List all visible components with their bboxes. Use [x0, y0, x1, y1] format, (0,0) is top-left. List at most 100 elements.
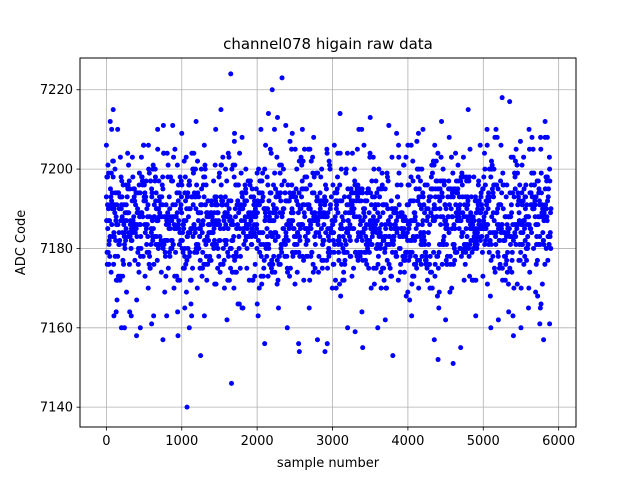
data-point	[180, 249, 186, 255]
data-point	[179, 210, 185, 216]
data-point	[164, 150, 170, 156]
data-point	[259, 178, 265, 184]
data-point	[366, 210, 372, 216]
data-point	[480, 186, 486, 192]
data-point	[135, 261, 141, 267]
data-point	[514, 281, 520, 287]
data-point	[412, 238, 418, 244]
data-point	[342, 261, 348, 267]
data-point	[265, 273, 271, 279]
data-point	[443, 317, 449, 323]
data-point	[198, 210, 204, 216]
data-point	[528, 226, 534, 232]
data-point	[327, 166, 333, 172]
data-point	[237, 150, 243, 156]
data-point	[401, 162, 407, 168]
data-point	[431, 337, 437, 343]
data-point	[164, 214, 170, 220]
data-point	[428, 174, 434, 180]
data-point	[473, 210, 479, 216]
data-point	[121, 241, 127, 247]
data-point	[538, 134, 544, 140]
data-point	[221, 218, 227, 224]
data-point	[139, 174, 145, 180]
data-point	[271, 218, 277, 224]
data-point	[400, 230, 406, 236]
data-point	[289, 182, 295, 188]
data-point	[337, 150, 343, 156]
data-point	[406, 182, 412, 188]
data-point	[337, 182, 343, 188]
data-point	[441, 178, 447, 184]
data-point	[182, 305, 188, 311]
data-point	[207, 253, 213, 259]
data-point	[539, 281, 545, 287]
data-point	[305, 230, 311, 236]
data-point	[192, 226, 198, 232]
data-point	[265, 182, 271, 188]
data-point	[526, 305, 532, 311]
data-point	[448, 154, 454, 160]
data-point	[387, 265, 393, 271]
data-point	[435, 265, 441, 271]
data-point	[218, 107, 224, 113]
data-point	[544, 134, 550, 140]
data-point	[150, 226, 156, 232]
data-point	[334, 190, 340, 196]
data-point	[488, 158, 494, 164]
data-point	[136, 170, 142, 176]
data-point	[281, 206, 287, 212]
data-point	[144, 222, 150, 228]
data-point	[537, 321, 543, 327]
data-point	[433, 158, 439, 164]
data-point	[216, 174, 222, 180]
data-point	[330, 222, 336, 228]
data-point	[184, 194, 190, 200]
data-point	[151, 261, 157, 267]
data-point	[341, 277, 347, 283]
data-point	[393, 249, 399, 255]
data-point	[334, 174, 340, 180]
data-point	[505, 281, 511, 287]
data-point	[183, 218, 189, 224]
data-point	[516, 218, 522, 224]
data-point	[144, 241, 150, 247]
data-point	[401, 226, 407, 232]
data-point	[522, 238, 528, 244]
data-point	[509, 269, 515, 275]
x-tick-label: 1000	[165, 434, 198, 449]
data-point	[162, 253, 168, 259]
data-point	[296, 341, 302, 347]
data-point	[533, 261, 539, 267]
data-point	[258, 253, 264, 259]
data-point	[393, 210, 399, 216]
data-point	[372, 194, 378, 200]
data-point	[107, 186, 113, 192]
data-point	[421, 234, 427, 240]
data-point	[317, 190, 323, 196]
data-point	[144, 206, 150, 212]
data-point	[190, 202, 196, 208]
data-point	[541, 241, 547, 247]
data-point	[350, 210, 356, 216]
data-point	[203, 182, 209, 188]
x-tick-label: 6000	[542, 434, 575, 449]
data-point	[454, 249, 460, 255]
data-point	[483, 238, 489, 244]
data-point	[199, 265, 205, 271]
data-point	[405, 142, 411, 148]
data-point	[277, 170, 283, 176]
data-point	[378, 269, 384, 275]
data-point	[504, 222, 510, 228]
data-point	[174, 162, 180, 168]
data-point	[340, 234, 346, 240]
data-point	[274, 281, 280, 287]
data-point	[152, 174, 158, 180]
data-point	[526, 126, 532, 132]
data-point	[449, 190, 455, 196]
data-point	[331, 142, 337, 148]
data-point	[228, 265, 234, 271]
data-point	[295, 202, 301, 208]
data-point	[498, 142, 504, 148]
data-point	[213, 198, 219, 204]
